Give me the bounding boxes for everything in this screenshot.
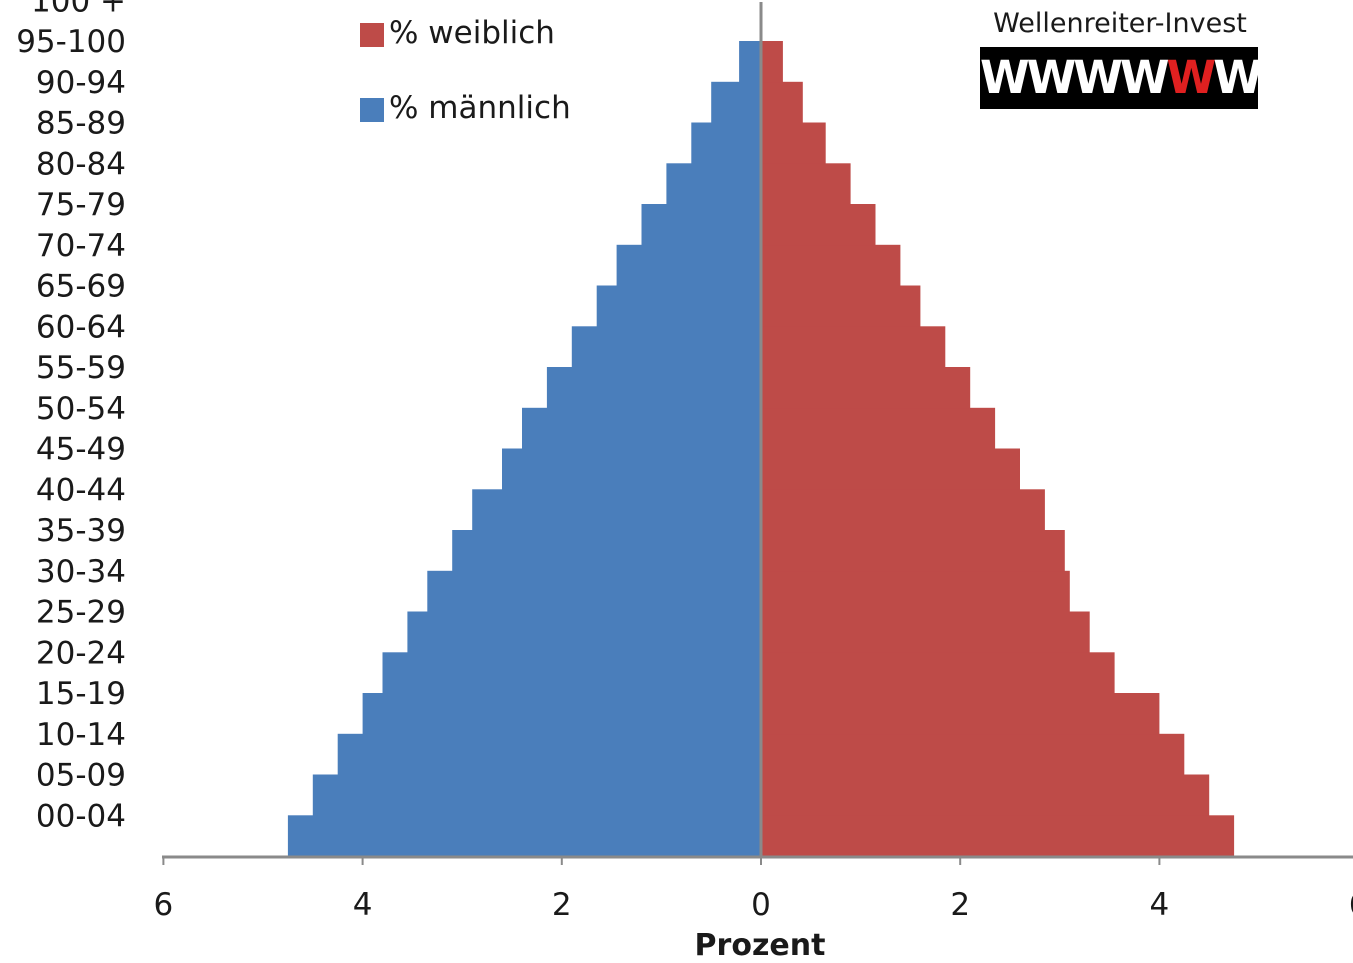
- bar-male-55-59: [546, 367, 761, 409]
- bar-female-10-14: [761, 733, 1185, 776]
- legend-label: % männlich: [389, 90, 571, 126]
- brand-wordmark-part: WW: [1213, 51, 1258, 104]
- y-tick-label: 05-09: [36, 758, 126, 794]
- y-tick-label: 75-79: [36, 187, 126, 223]
- legend-label: % weiblich: [389, 15, 555, 51]
- x-axis-title: Prozent: [695, 928, 826, 963]
- y-tick-labels: 00-04 05-09 10-14 15-19 20-24 25-29 30-34 35-39…: [16, 0, 126, 834]
- y-tick-label: 55-59: [36, 350, 126, 386]
- bar-male-85-89: [691, 122, 761, 164]
- bar-female-40-44: [761, 489, 1045, 531]
- y-tick-label: 45-49: [36, 432, 126, 468]
- y-tick-label: 40-44: [36, 472, 126, 508]
- y-tick-label: 15-19: [36, 676, 126, 712]
- bar-male-10-14: [337, 733, 761, 776]
- brand-logo: Wellenreiter-Invest WWWWWWW: [975, 8, 1265, 109]
- y-tick-label: 60-64: [36, 309, 126, 345]
- y-tick-label: 10-14: [36, 717, 126, 753]
- bar-female-15-19: [761, 693, 1160, 735]
- y-tick-label: 90-94: [36, 65, 126, 101]
- bar-female-35-39: [761, 530, 1065, 572]
- y-tick-label: 00-04: [36, 798, 126, 834]
- y-tick-label: 95-100: [16, 24, 126, 60]
- x-tick-label: 4: [353, 887, 373, 923]
- bar-male-90-94: [711, 81, 761, 124]
- x-tick-label: 6: [154, 887, 174, 923]
- x-tick-label: 4: [1150, 887, 1170, 923]
- bar-female-00-04: [761, 815, 1235, 857]
- axes-group: [162, 2, 1353, 865]
- brand-wordmark: WWWWWWW: [980, 47, 1258, 109]
- x-tick-labels: 6 4 2 0 2 4 6: [154, 887, 1353, 923]
- bar-female-70-74: [761, 244, 901, 287]
- bar-male-35-39: [452, 530, 761, 572]
- y-tick-label: 50-54: [36, 391, 126, 427]
- legend-swatch: [360, 98, 384, 122]
- bar-male-20-24: [382, 652, 761, 694]
- x-tick-label: 6: [1349, 887, 1353, 923]
- brand-wordmark-part: W: [1166, 51, 1217, 104]
- bar-female-45-49: [761, 448, 1020, 490]
- brand-wordmark-part: WWWW: [980, 51, 1170, 104]
- bar-male-60-64: [571, 326, 761, 368]
- bar-female-90-94: [761, 81, 803, 124]
- bar-female-25-29: [761, 611, 1090, 653]
- bars-group: [287, 41, 1235, 857]
- bar-male-00-04: [287, 815, 761, 857]
- bar-female-95-100: [761, 41, 783, 83]
- bar-male-70-74: [616, 244, 761, 287]
- bar-male-30-34: [427, 570, 761, 613]
- bar-male-95-100: [739, 41, 761, 83]
- y-tick-label: 20-24: [36, 635, 126, 671]
- bar-male-25-29: [407, 611, 761, 653]
- bar-female-20-24: [761, 652, 1115, 694]
- bar-female-30-34: [761, 570, 1070, 613]
- y-tick-label: 35-39: [36, 513, 126, 549]
- bar-female-65-69: [761, 285, 921, 327]
- x-tick-label: 2: [552, 887, 572, 923]
- bar-male-05-09: [312, 774, 761, 816]
- x-tick-label: 2: [950, 887, 970, 923]
- brand-name: Wellenreiter-Invest: [993, 8, 1247, 39]
- bar-male-40-44: [472, 489, 761, 531]
- y-tick-label: 65-69: [36, 269, 126, 305]
- bar-male-45-49: [502, 448, 761, 490]
- bar-female-05-09: [761, 774, 1210, 816]
- bar-male-75-79: [641, 204, 761, 246]
- y-tick-label: 100 +: [31, 0, 126, 19]
- y-tick-label: 25-29: [36, 595, 126, 631]
- bar-male-80-84: [666, 163, 761, 205]
- y-tick-label: 80-84: [36, 146, 126, 182]
- y-tick-label: 85-89: [36, 106, 126, 142]
- bar-male-65-69: [596, 285, 761, 327]
- y-tick-label: 70-74: [36, 228, 126, 264]
- bar-female-80-84: [761, 163, 851, 205]
- bar-male-15-19: [362, 693, 761, 735]
- y-tick-label: 30-34: [36, 554, 126, 590]
- legend-swatch: [360, 23, 384, 47]
- bar-male-50-54: [522, 407, 761, 450]
- bar-female-55-59: [761, 367, 971, 409]
- bar-female-60-64: [761, 326, 946, 368]
- bar-female-85-89: [761, 122, 826, 164]
- legend: % weiblich % männlich: [360, 15, 571, 126]
- x-tick-label: 0: [751, 887, 771, 923]
- bar-female-50-54: [761, 407, 996, 450]
- bar-female-75-79: [761, 204, 876, 246]
